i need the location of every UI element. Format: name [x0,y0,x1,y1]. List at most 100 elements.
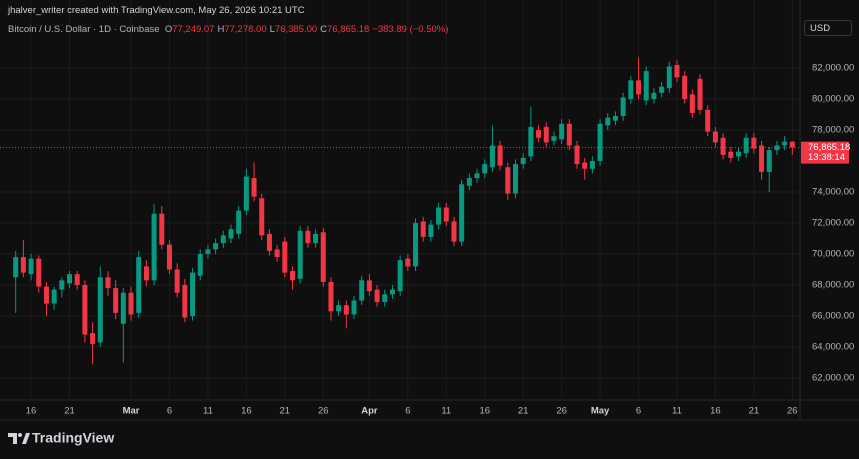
brand-name: TradingView [32,430,114,446]
candle-body [789,141,795,148]
candle-body [643,71,649,101]
candle-body [751,137,757,149]
candle-body [128,292,134,315]
candle-body [628,80,634,100]
candle-body [728,151,734,158]
symbol-title: Bitcoin / U.S. Dollar · 1D · Coinbase [8,24,160,35]
candle-body [374,289,380,303]
candle-body [20,257,26,273]
candle-body [405,258,411,267]
grid [0,0,800,400]
ohlc-key: O [164,24,173,35]
y-tick-label: 68,000.00 [812,280,854,291]
y-tick-label: 70,000.00 [812,249,854,260]
candle-body [689,94,695,113]
x-tick-label: May [591,406,610,417]
candle-body [36,258,42,287]
candle-body [443,207,449,222]
y-tick-label: 74,000.00 [812,187,854,198]
change: −383.89 (−0.50%) [372,24,449,35]
symbol-legend: Bitcoin / U.S. Dollar · 1D · Coinbase O 7… [8,24,451,35]
candle-body [520,157,526,165]
x-tick-label: 21 [749,406,760,417]
y-tick-label: 78,000.00 [812,125,854,136]
candle-body [682,75,688,100]
candle-body [735,151,741,157]
candle-body [436,207,442,225]
candle-body [536,130,542,138]
candle-body [151,213,157,281]
candle-body [13,257,19,278]
candle-body [451,221,457,242]
candle-body [466,178,472,186]
candle-body [743,137,749,154]
candle-body [528,126,534,157]
candle-body [759,145,765,172]
candle-body [190,272,196,316]
candle-body [159,213,165,245]
candle-body [382,294,388,303]
candle-body [359,280,365,301]
candle-body [712,131,718,143]
candle-body [113,288,119,313]
candle-body [105,277,111,289]
candle-body [720,137,726,155]
candle-body [236,210,242,234]
logo-dot [18,433,22,437]
candle-body [482,164,488,174]
candle-body [336,305,342,312]
candle-body [143,266,149,281]
logo-shape [8,433,17,444]
candle-body [566,123,572,146]
candle-body [328,281,334,312]
currency-button[interactable]: USD [804,20,852,36]
candle-body [51,289,57,304]
x-tick-label: 11 [203,406,213,417]
candle-body [366,280,372,292]
candle-body [228,229,234,239]
y-tick-label: 62,000.00 [812,373,854,384]
x-tick-label: Apr [361,406,378,417]
candle-body [574,145,580,165]
x-tick-label: 16 [26,406,37,417]
candle-body [205,249,211,254]
logo-shape [22,433,30,444]
candle-body [597,123,603,162]
candle-body [220,235,226,244]
candle-body [782,141,788,146]
ohlc-key: C [320,24,328,35]
candle-body [74,274,80,285]
candle-body [297,230,303,279]
candle-body [243,176,249,211]
candle-body [282,241,288,273]
candle-body [459,184,465,242]
y-tick-label: 66,000.00 [812,311,854,322]
candle-body [389,289,395,295]
candle-body [497,145,503,166]
x-tick-label: 6 [636,406,641,417]
ohlc-key: L [269,24,275,35]
x-tick-label: 16 [241,406,252,417]
candle-body [343,305,349,315]
candle-body [697,78,703,110]
x-tick-label: 11 [441,406,451,417]
last-price-label: 76,865.18 [808,142,850,153]
ohlc-value: 76,385.00 [274,24,318,35]
candle-body [605,117,611,126]
x-tick-label: 16 [710,406,721,417]
candle-body [274,249,280,258]
credit-line: jhalver_writer created with TradingView.… [8,5,305,16]
x-tick-label: 26 [556,406,567,417]
candle-body [182,284,188,318]
candle-body [251,178,257,197]
candle-body [551,136,557,141]
candle-body [351,300,357,315]
candle-body [305,230,311,244]
ohlc-value: 76,865.18 [327,24,370,35]
x-tick-label: 11 [672,406,682,417]
candle-body [705,109,711,132]
candle-body [766,150,772,172]
candle-body [313,233,319,244]
candle-body [474,173,480,179]
